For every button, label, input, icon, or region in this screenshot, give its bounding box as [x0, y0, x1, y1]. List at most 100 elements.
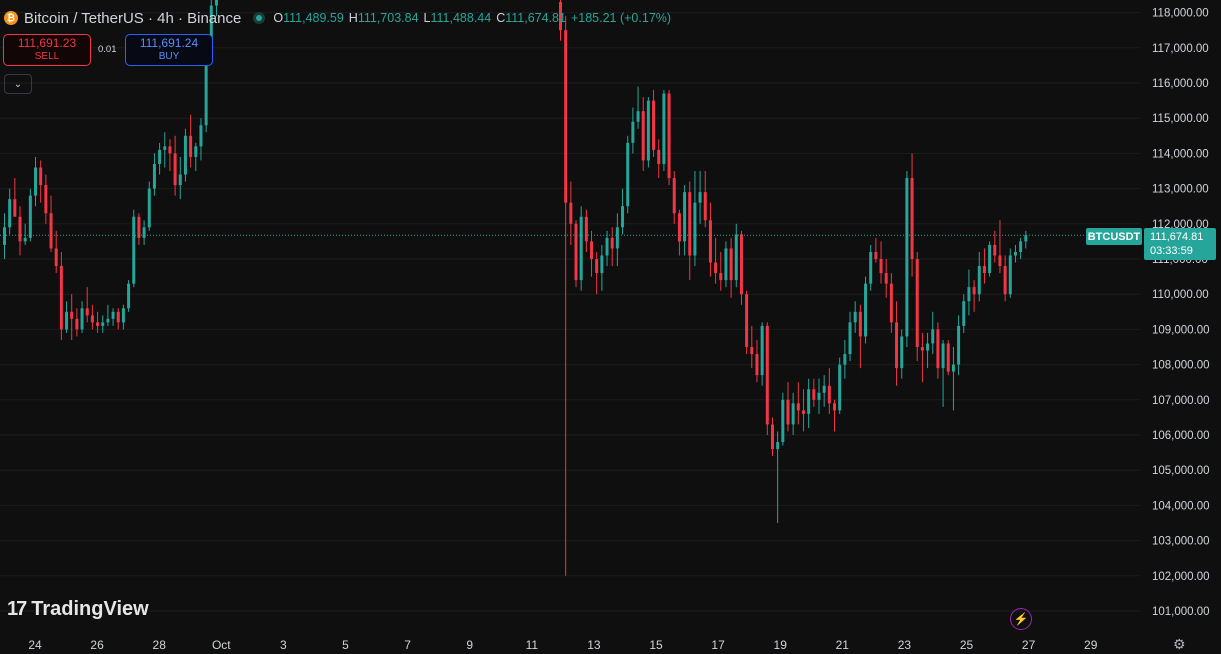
sell-button[interactable]: 111,691.23 SELL [3, 34, 91, 66]
tradingview-logo-icon: 17 [7, 598, 27, 620]
candle-body [137, 216, 141, 238]
candle-body [920, 347, 924, 351]
market-status-icon[interactable] [253, 12, 266, 24]
candle-body [1003, 266, 1007, 295]
candle-body [843, 354, 847, 365]
candle-body [667, 93, 671, 179]
candle-body [760, 325, 764, 376]
candle-body [812, 389, 816, 400]
y-tick-label: 106,000.00 [1152, 430, 1210, 442]
candle-body [833, 403, 837, 411]
sell-price: 111,691.23 [17, 36, 77, 50]
candle-body [848, 322, 852, 355]
candle-body [1008, 255, 1012, 295]
candle-body [559, 2, 562, 31]
buy-button[interactable]: 111,691.24 BUY [125, 34, 213, 66]
candle-body [590, 241, 594, 259]
candle-body [1024, 235, 1028, 242]
candle-body [869, 251, 873, 284]
candle-body [600, 255, 604, 274]
candle-body [776, 442, 780, 450]
candle-body [688, 192, 692, 256]
last-price: 111,674.81 [1150, 231, 1204, 243]
candle-body [714, 262, 718, 274]
candle-body [827, 385, 831, 404]
x-tick-label: Oct [212, 638, 231, 652]
buy-price: 111,691.24 [139, 36, 199, 50]
candle-body [80, 308, 84, 330]
candle-body [132, 216, 136, 284]
candle-body [209, 5, 213, 55]
candle-body [662, 93, 666, 164]
candle-body [838, 364, 842, 411]
x-tick-label: 15 [649, 638, 663, 652]
spread-value: 0.01 [98, 44, 117, 55]
y-tick-label: 105,000.00 [1152, 465, 1210, 477]
candle-body [998, 255, 1002, 267]
candle-body [853, 311, 857, 323]
gear-icon[interactable]: ⚙ [1173, 636, 1186, 652]
y-tick-label: 118,000.00 [1152, 8, 1209, 20]
candle-body [791, 403, 795, 425]
chevron-down-icon: ⌄ [13, 78, 23, 90]
candle-body [106, 318, 110, 323]
x-tick-label: 5 [342, 638, 349, 652]
candle-body [864, 283, 868, 337]
candle-body [646, 100, 650, 161]
candle-body [895, 322, 899, 369]
candle-body [858, 311, 862, 337]
candle-body [168, 146, 172, 154]
candle-body [90, 315, 94, 323]
y-tick-label: 110,000.00 [1152, 289, 1209, 301]
candle-body [962, 301, 966, 326]
candle-body [672, 178, 676, 214]
candle-body [1019, 241, 1023, 252]
candle-body [183, 135, 187, 175]
candle-body [59, 266, 63, 330]
collapse-button[interactable]: ⌄ [4, 74, 32, 94]
candle-body [703, 192, 707, 221]
y-tick-label: 104,000.00 [1152, 500, 1210, 512]
y-tick-label: 114,000.00 [1152, 148, 1209, 160]
candle-body [822, 385, 826, 393]
y-tick-label: 116,000.00 [1152, 78, 1209, 90]
x-tick-label: 19 [774, 638, 788, 652]
candle-body [693, 202, 697, 256]
buy-label: BUY [158, 51, 180, 62]
candle-body [708, 220, 712, 263]
change-value: +185.21 (+0.17%) [570, 11, 672, 25]
lightning-icon[interactable]: ⚡ [1010, 608, 1032, 630]
candle-body [111, 311, 115, 319]
candle-body [44, 185, 48, 214]
x-tick-label: 9 [466, 638, 473, 652]
bar-countdown: 03:33:59 [1150, 245, 1193, 257]
symbol-tag: BTCUSDT [1086, 228, 1142, 245]
x-tick-label: 28 [153, 638, 167, 652]
candle-body [147, 188, 151, 228]
x-tick-label: 13 [587, 638, 601, 652]
candle-body [910, 178, 914, 259]
candle-body [13, 199, 17, 217]
candle-body [641, 111, 645, 161]
candle-body [988, 244, 992, 274]
y-tick-label: 117,000.00 [1152, 43, 1209, 55]
candle-body [926, 343, 930, 351]
x-tick-label: 21 [836, 638, 850, 652]
candle-body [884, 273, 888, 284]
candle-body [900, 336, 904, 369]
candle-body [178, 174, 182, 186]
candle-body [745, 294, 749, 347]
symbol-title[interactable]: Bitcoin / TetherUS · 4h · Binance [24, 9, 242, 27]
x-tick-label: 7 [404, 638, 411, 652]
candle-body [70, 311, 74, 319]
candle-body [127, 283, 131, 309]
tradingview-logo[interactable]: 17 TradingView [7, 598, 149, 621]
candle-body [34, 167, 38, 196]
candle-body [584, 216, 588, 242]
candle-body [626, 142, 630, 207]
y-tick-label: 112,000.00 [1152, 219, 1209, 231]
x-tick-label: 17 [711, 638, 725, 652]
sell-label: SELL [34, 51, 60, 62]
x-tick-label: 26 [90, 638, 104, 652]
